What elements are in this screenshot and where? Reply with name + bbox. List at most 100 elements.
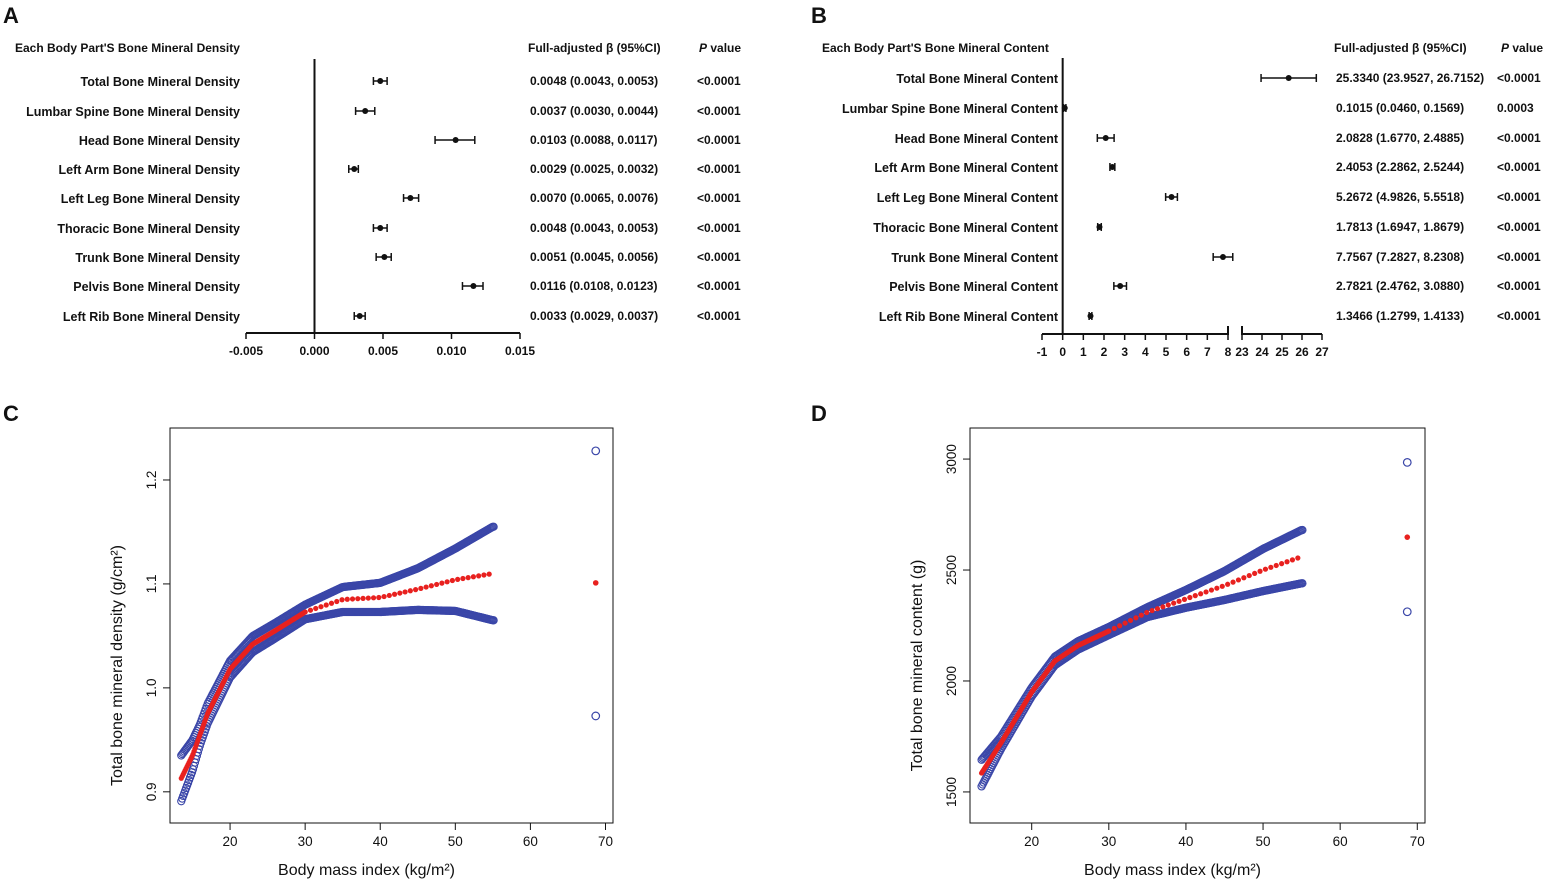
p-value: <0.0001: [1497, 160, 1541, 174]
fit-point: [1192, 593, 1198, 599]
point-estimate: [1102, 135, 1109, 141]
fit-point: [1262, 566, 1269, 572]
fit-point: [1165, 602, 1171, 608]
plot-frame: [969, 427, 1426, 824]
x-tick-label: 50: [1256, 834, 1271, 849]
y-tick-label: 1500: [944, 777, 959, 807]
row-label: Left Rib Bone Mineral Content: [879, 310, 1059, 324]
row-label: Pelvis Bone Mineral Content: [889, 280, 1059, 294]
fit-point: [302, 609, 308, 615]
beta-value: 0.0048 (0.0043, 0.0053): [530, 74, 658, 88]
fit-point: [1295, 555, 1301, 561]
fit-point: [1225, 581, 1231, 587]
x-tick-label: 25: [1275, 345, 1289, 359]
row-label: Total Bone Mineral Density: [80, 75, 240, 89]
fit-point: [1106, 628, 1112, 634]
panel-b-header-p-rest: value: [1509, 41, 1544, 55]
x-tick-label: 0.000: [299, 344, 329, 358]
beta-value: 0.0033 (0.0029, 0.0037): [530, 309, 658, 323]
fit-point: [376, 594, 382, 601]
point-estimate: [1096, 224, 1103, 230]
row-label: Trunk Bone Mineral Density: [75, 251, 240, 265]
fit-point: [1127, 617, 1134, 624]
fit-point: [1181, 596, 1188, 602]
panel-b-header-p: P value: [1501, 41, 1543, 55]
fit-point: [1187, 594, 1193, 601]
fit-point: [1111, 625, 1117, 631]
x-tick-label: 30: [1101, 834, 1116, 849]
fit-point: [1219, 583, 1225, 589]
fit-point: [1154, 606, 1161, 612]
ci-lower-point: [489, 616, 498, 625]
point-estimate: [452, 137, 459, 143]
fit-point: [313, 605, 319, 612]
point-estimate: [1117, 283, 1124, 289]
x-tick-label: 0.015: [505, 344, 535, 358]
beta-value: 0.0051 (0.0045, 0.0056): [530, 250, 658, 264]
p-value: <0.0001: [1497, 309, 1541, 323]
fit-point: [349, 596, 356, 602]
y-tick-label: 0.9: [144, 782, 159, 801]
scatter-plot-c: 20 30 40 50 60 70 0.9 1.0 1.1 1.2 Body mass index …: [109, 427, 614, 879]
x-tick-label: 23: [1235, 345, 1249, 359]
beta-value: 5.2672 (4.9826, 5.5518): [1336, 190, 1464, 204]
beta-value: 25.3340 (23.9527, 26.7152): [1336, 71, 1484, 85]
point-estimate: [1109, 164, 1116, 170]
fit-point: [1273, 562, 1279, 569]
fit-point: [418, 585, 424, 591]
panel-a-header-p: P value: [699, 41, 741, 55]
y-axis-title: Total bone mineral density (g/cm²): [109, 545, 126, 786]
fit-point: [486, 571, 492, 577]
p-value: <0.0001: [697, 279, 741, 293]
fit-point: [1279, 561, 1285, 567]
fit-point: [1133, 615, 1139, 621]
forest-plot-a: -0.005 0.000 0.005 0.010 0.015 Total Bone Min…: [26, 59, 741, 358]
outlier-ci-upper: [591, 446, 601, 456]
row-label: Thoracic Bone Mineral Content: [873, 221, 1059, 235]
fit-point: [455, 576, 461, 582]
point-estimate: [1285, 75, 1292, 81]
panel-letter-b: B: [811, 3, 827, 28]
fit-point: [334, 598, 340, 605]
beta-value: 0.0116 (0.0108, 0.0123): [530, 279, 657, 293]
row-label: Thoracic Bone Mineral Density: [57, 222, 240, 236]
fit-point: [1160, 604, 1166, 610]
fit-point: [1149, 607, 1155, 614]
fit-point: [434, 581, 440, 588]
fit-point: [439, 580, 445, 586]
x-tick-label: 26: [1295, 345, 1309, 359]
fit-point: [423, 584, 429, 590]
point-estimate: [351, 166, 358, 172]
fit-point: [460, 575, 466, 582]
row-label: Trunk Bone Mineral Content: [891, 251, 1059, 265]
outlier-fit: [1404, 534, 1411, 540]
x-tick-label: 2: [1101, 345, 1108, 359]
fit-point: [1171, 600, 1177, 606]
panel-a-header-beta: Full-adjusted β (95%CI): [528, 41, 661, 55]
y-tick-label: 2500: [944, 555, 959, 585]
fit-point: [1214, 585, 1220, 591]
fit-point: [1176, 598, 1182, 604]
row-label: Left Arm Bone Mineral Density: [58, 163, 240, 177]
point-estimate: [356, 313, 363, 319]
fit-point: [413, 587, 419, 593]
beta-value: 0.0070 (0.0065, 0.0076): [530, 191, 658, 205]
beta-value: 0.0029 (0.0025, 0.0032): [530, 162, 658, 176]
x-tick-label: 0: [1059, 345, 1066, 359]
p-value: <0.0001: [697, 162, 741, 176]
scatter-plot-d: 20 30 40 50 60 70 1500 2000 2500 3000 Body mass in…: [909, 427, 1426, 879]
panel-a-header-p-rest: value: [707, 41, 742, 55]
row-label: Head Bone Mineral Density: [79, 134, 240, 148]
p-value: <0.0001: [1497, 250, 1541, 264]
fit-point: [355, 596, 361, 602]
x-tick-label: 60: [523, 834, 538, 849]
fit-point: [402, 589, 408, 595]
fit-point: [365, 595, 371, 601]
fit-point: [1198, 591, 1204, 597]
ci-upper-point: [1298, 525, 1307, 535]
p-value: <0.0001: [697, 133, 741, 147]
x-tick-label: 6: [1183, 345, 1190, 359]
fit-point: [397, 590, 403, 596]
x-tick-label: 50: [448, 834, 463, 849]
